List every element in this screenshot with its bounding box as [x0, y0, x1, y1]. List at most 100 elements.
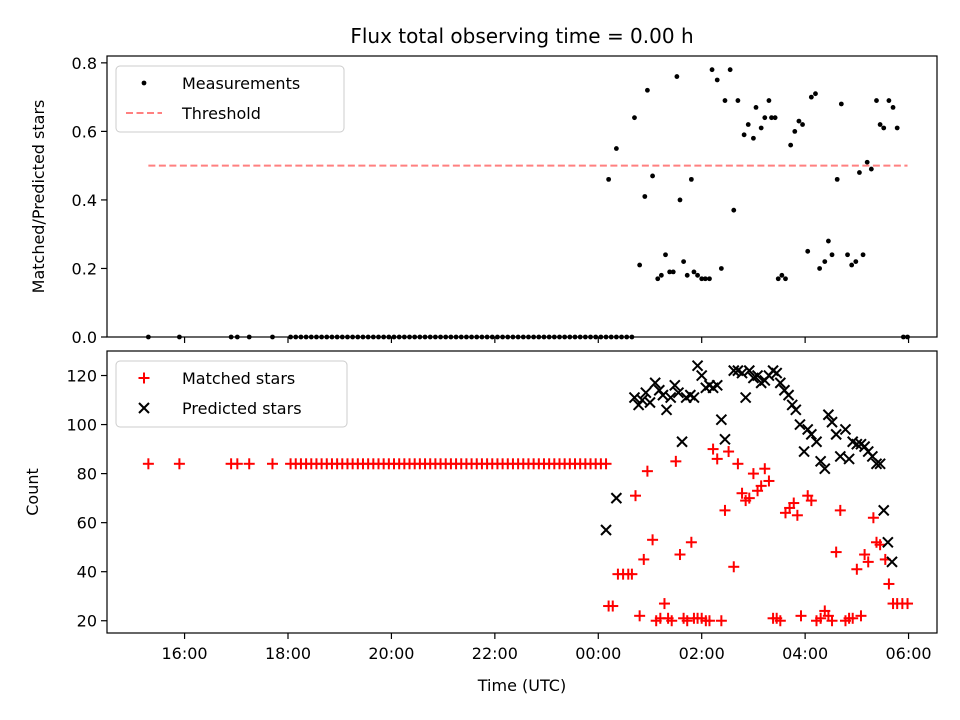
data-point: [838, 101, 844, 107]
data-point: [666, 615, 678, 627]
data-point: [874, 98, 879, 103]
data-point-d2: [657, 389, 669, 401]
data-point: [231, 458, 243, 470]
data-point: [874, 458, 886, 470]
legend-label: Measurements: [182, 74, 300, 93]
y-axis-label: Count: [23, 468, 42, 516]
data-point: [758, 125, 764, 131]
data-point: [839, 423, 852, 436]
data-point: [877, 122, 883, 127]
data-point: [830, 428, 842, 441]
data-point-d2: [649, 377, 661, 389]
data-point-d2: [798, 445, 810, 458]
data-point-d2: [669, 379, 681, 392]
y-tick-label: 20: [77, 612, 97, 631]
data-point-d2: [610, 492, 623, 504]
y-tick-label: 0.6: [72, 122, 97, 141]
data-point: [688, 176, 694, 182]
data-point: [763, 475, 775, 487]
data-point: [826, 416, 838, 428]
data-point: [834, 504, 846, 516]
data-point: [630, 490, 642, 502]
axes-frame: [106, 350, 938, 634]
data-point: [243, 458, 255, 470]
data-point: [845, 252, 850, 258]
data-point: [851, 563, 863, 575]
data-point: [847, 612, 859, 624]
panel-count: 20 40 60 80 100 120 16:00 18:00 20:00 22:00 00:00 0…: [23, 350, 938, 663]
data-point-d2: [695, 369, 708, 382]
data-point: [849, 262, 855, 268]
data-point-d2: [834, 450, 847, 463]
data-point-d2: [691, 360, 704, 372]
data-point: [715, 615, 727, 627]
data-point: [626, 568, 638, 580]
data-point: [709, 67, 715, 73]
data-point: [731, 207, 737, 213]
data-point: [634, 610, 646, 622]
data-point: [867, 512, 879, 524]
data-point: [902, 598, 914, 610]
data-point-d2: [874, 458, 886, 470]
data-point: [860, 252, 866, 258]
data-point-d2: [822, 409, 835, 421]
data-point-d2: [774, 377, 787, 389]
data-point-d2: [878, 504, 890, 517]
data-point: [600, 524, 612, 536]
data-point: [772, 115, 778, 121]
y-tick-label: 120: [66, 367, 97, 386]
data-point: [606, 176, 612, 182]
data-point: [829, 252, 835, 258]
data-point: [676, 436, 688, 448]
data-point: [722, 98, 728, 103]
data-point: [613, 146, 619, 151]
series-x: [600, 360, 898, 568]
data-point: [843, 453, 855, 465]
data-point: [798, 445, 810, 458]
data-point: [707, 443, 719, 455]
data-point: [702, 276, 708, 282]
data-point: [819, 462, 831, 475]
data-point: [834, 176, 840, 182]
data-point: [822, 409, 835, 421]
data-point: [810, 436, 823, 448]
data-point: [727, 67, 733, 73]
data-point: [695, 369, 708, 382]
data-point: [173, 458, 185, 470]
data-point: [859, 549, 871, 561]
data-point-d2: [728, 364, 740, 377]
data-point: [644, 396, 656, 409]
data-point: [707, 276, 712, 282]
legend: Matched stars Predicted stars: [115, 360, 348, 428]
data-point: [684, 272, 690, 278]
data-point: [641, 465, 653, 477]
data-point: [826, 238, 831, 244]
data-point: [886, 556, 898, 568]
legend-box: [115, 65, 345, 133]
data-point: [747, 468, 759, 480]
data-point: [774, 377, 787, 389]
y-tick-label: 80: [77, 465, 97, 484]
data-point: [792, 128, 798, 134]
data-point-d2: [751, 369, 764, 382]
data-point: [886, 98, 892, 103]
data-point-d2: [628, 391, 641, 404]
data-point: [688, 391, 700, 404]
x-tick-label: 18:00: [265, 644, 311, 663]
data-point: [732, 458, 744, 470]
legend-label: Predicted stars: [182, 399, 302, 418]
data-point: [642, 194, 648, 199]
data-point: [645, 87, 650, 93]
data-point: [735, 98, 741, 103]
data-point: [775, 276, 781, 282]
data-point-d2: [739, 391, 752, 404]
data-point: [640, 386, 652, 399]
data-point-d2: [715, 413, 728, 426]
data-point: [870, 458, 883, 470]
data-point: [628, 391, 641, 404]
data-point: [658, 272, 664, 278]
data-point-d2: [870, 458, 883, 470]
data-point: [703, 615, 715, 627]
data-point: [681, 615, 693, 627]
